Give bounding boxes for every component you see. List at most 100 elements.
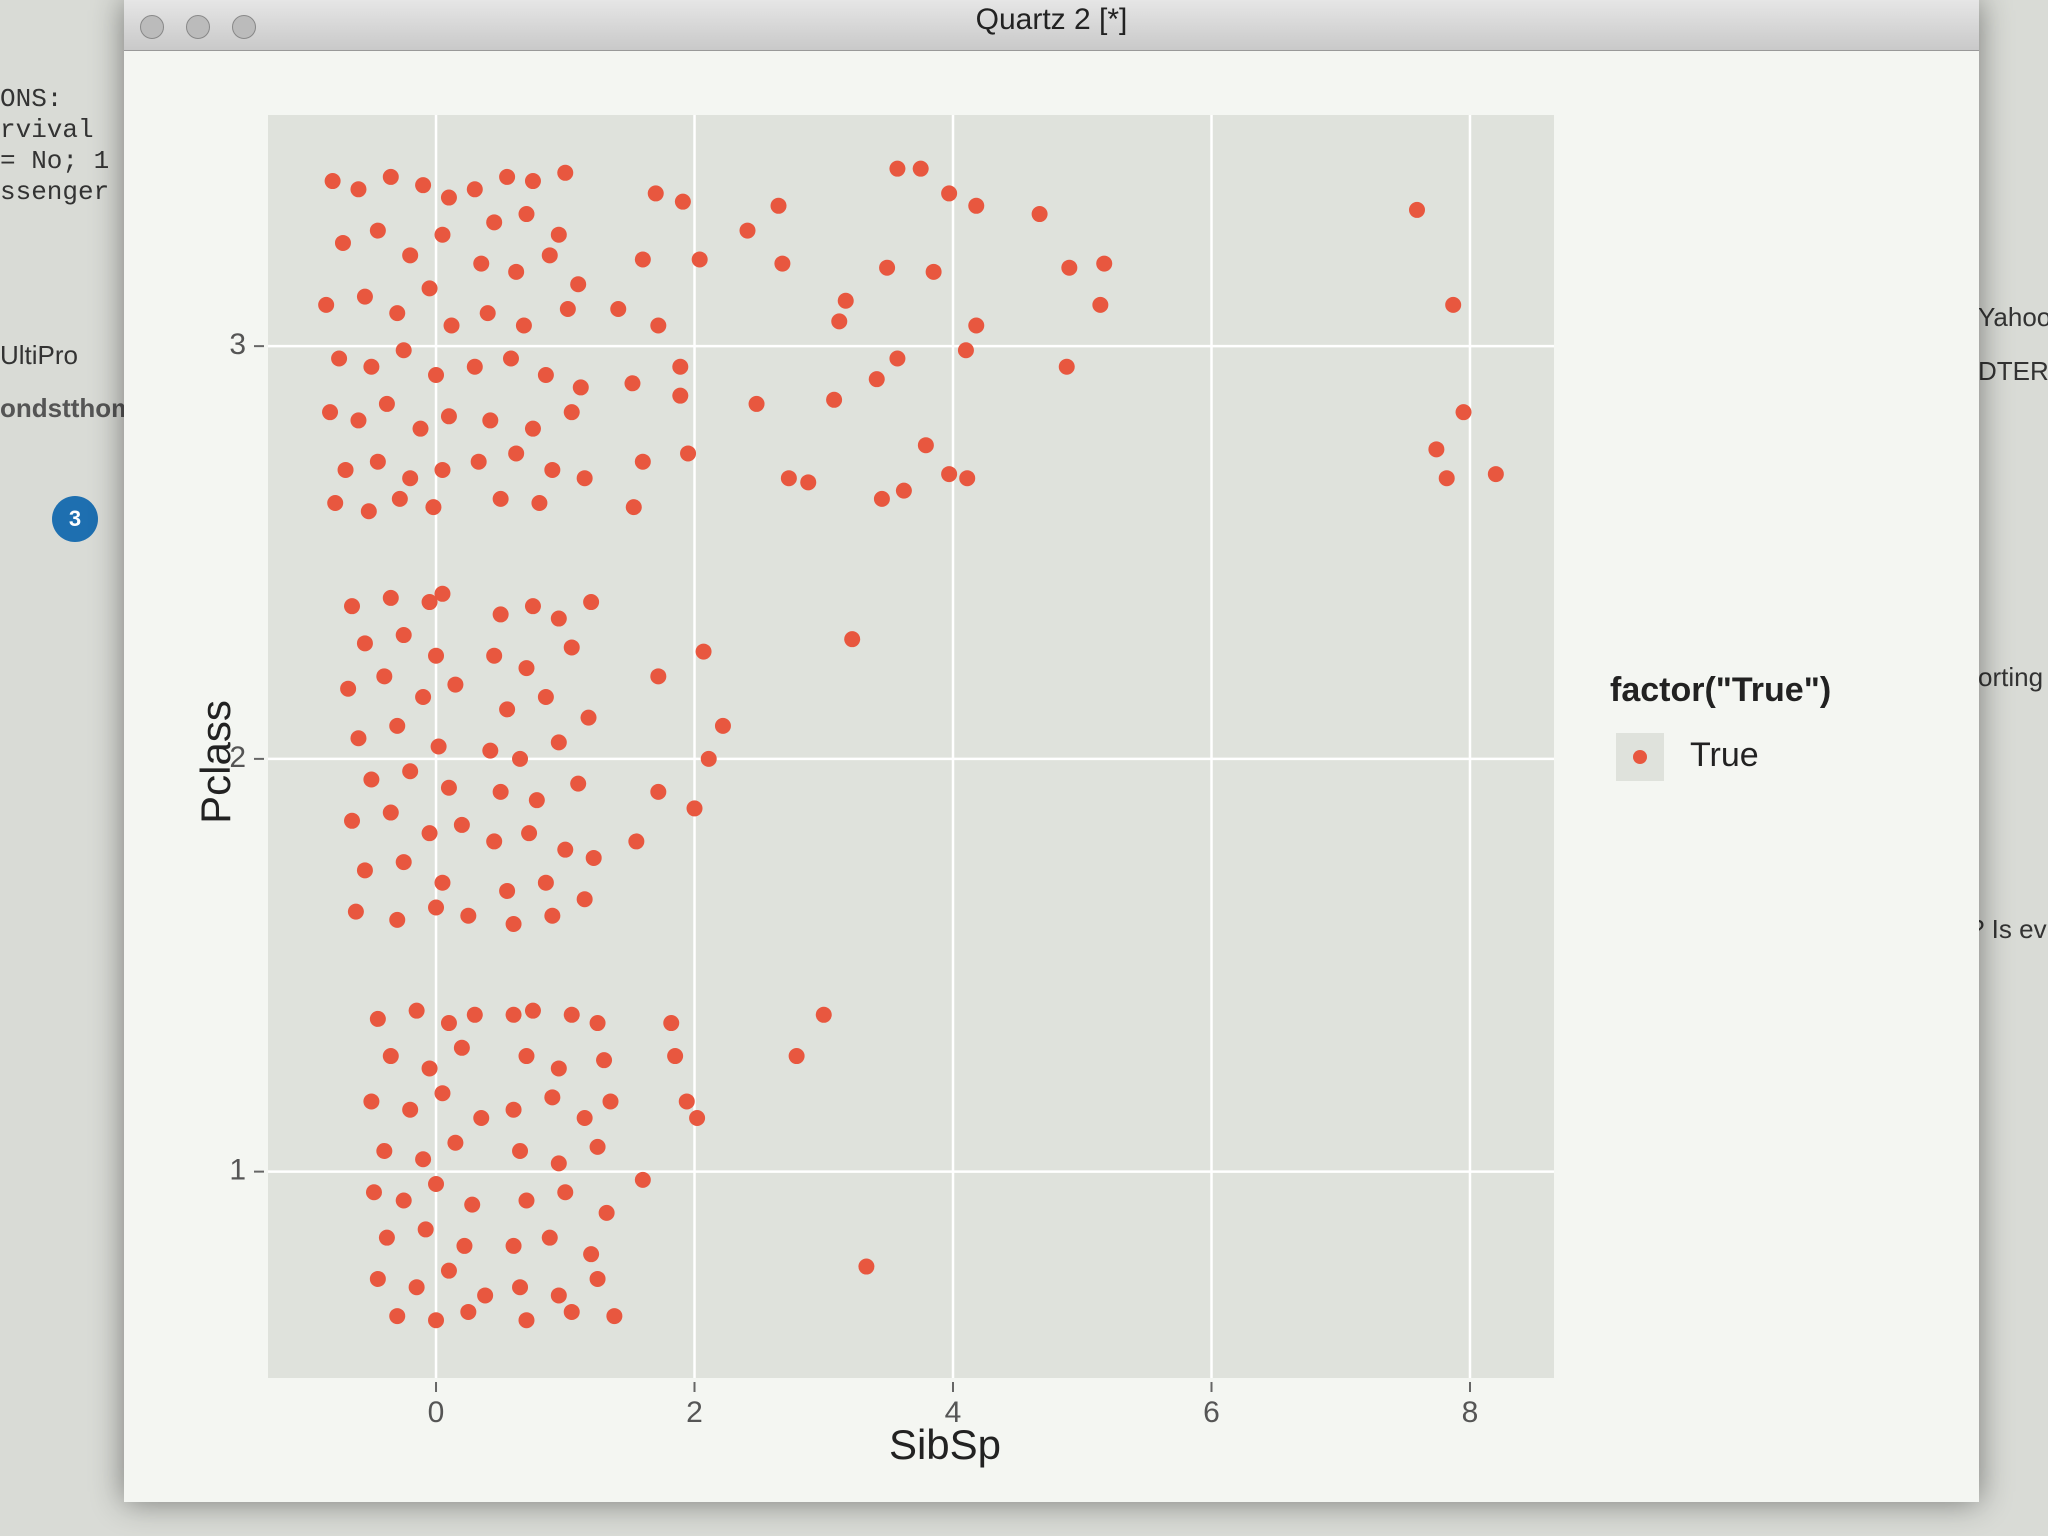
- point: [550, 1287, 567, 1304]
- point: [686, 800, 703, 817]
- bg-text: = No; 1: [0, 146, 110, 176]
- point: [524, 1002, 541, 1019]
- point: [415, 688, 432, 705]
- point: [344, 812, 361, 829]
- point: [714, 717, 731, 734]
- point: [391, 490, 408, 507]
- point: [541, 1229, 558, 1246]
- bg-text: ? Is ev: [1970, 914, 2047, 944]
- point: [589, 1270, 606, 1287]
- point: [499, 882, 516, 899]
- point: [337, 461, 354, 478]
- point: [412, 420, 429, 437]
- point: [512, 1279, 529, 1296]
- point: [580, 709, 597, 726]
- point: [350, 412, 367, 429]
- point: [678, 1093, 695, 1110]
- minimize-button[interactable]: [186, 15, 210, 39]
- point: [440, 779, 457, 796]
- point: [831, 313, 848, 330]
- point: [700, 750, 717, 767]
- point: [447, 1134, 464, 1151]
- point: [596, 1052, 613, 1069]
- point: [650, 668, 667, 685]
- zoom-button[interactable]: [232, 15, 256, 39]
- point: [324, 173, 341, 190]
- point: [369, 222, 386, 239]
- x-tick-label: 2: [686, 1396, 703, 1429]
- point: [889, 160, 906, 177]
- point: [1428, 441, 1445, 458]
- point: [434, 461, 451, 478]
- point: [1455, 404, 1472, 421]
- point: [466, 1006, 483, 1023]
- point: [650, 783, 667, 800]
- point: [563, 639, 580, 656]
- point: [868, 371, 885, 388]
- point: [518, 1048, 535, 1065]
- point: [691, 251, 708, 268]
- point: [360, 503, 377, 520]
- point: [492, 490, 509, 507]
- point: [624, 375, 641, 392]
- point: [430, 738, 447, 755]
- close-button[interactable]: [140, 15, 164, 39]
- x-tick-label: 4: [945, 1396, 962, 1429]
- point: [589, 1138, 606, 1155]
- point: [518, 1192, 535, 1209]
- point: [917, 437, 934, 454]
- y-tick-label: 3: [229, 328, 246, 361]
- point: [528, 792, 545, 809]
- point: [968, 197, 985, 214]
- point: [395, 1192, 412, 1209]
- point: [499, 168, 516, 185]
- legend-marker: [1633, 750, 1647, 764]
- x-tick-label: 0: [428, 1396, 445, 1429]
- point: [369, 1010, 386, 1027]
- point: [415, 177, 432, 194]
- point: [492, 606, 509, 623]
- point: [382, 589, 399, 606]
- bg-text: UltiPro: [0, 340, 79, 370]
- point: [356, 862, 373, 879]
- point: [428, 1312, 445, 1329]
- point: [550, 1060, 567, 1077]
- point: [557, 164, 574, 181]
- point: [408, 1002, 425, 1019]
- point: [531, 494, 548, 511]
- point: [408, 1279, 425, 1296]
- point: [610, 300, 627, 317]
- point: [941, 466, 958, 483]
- point: [667, 1048, 684, 1065]
- point: [524, 173, 541, 190]
- point: [453, 816, 470, 833]
- point: [417, 1221, 434, 1238]
- plot-panel: [268, 115, 1554, 1378]
- point: [482, 742, 499, 759]
- point: [625, 499, 642, 516]
- point: [780, 470, 797, 487]
- point: [563, 404, 580, 421]
- point: [672, 387, 689, 404]
- badge[interactable]: 3: [52, 496, 98, 542]
- point: [968, 317, 985, 334]
- x-tick-label: 8: [1462, 1396, 1479, 1429]
- point: [440, 189, 457, 206]
- point: [369, 453, 386, 470]
- point: [1487, 466, 1504, 483]
- x-tick-label: 6: [1203, 1396, 1220, 1429]
- point: [363, 1093, 380, 1110]
- point: [800, 474, 817, 491]
- point: [440, 1262, 457, 1279]
- point: [674, 193, 691, 210]
- point: [376, 668, 393, 685]
- point: [460, 907, 477, 924]
- point: [598, 1204, 615, 1221]
- point: [1092, 296, 1109, 313]
- point: [647, 185, 664, 202]
- point: [334, 234, 351, 251]
- legend-title: factor("True"): [1610, 671, 1831, 709]
- point: [347, 903, 364, 920]
- point: [376, 1142, 393, 1159]
